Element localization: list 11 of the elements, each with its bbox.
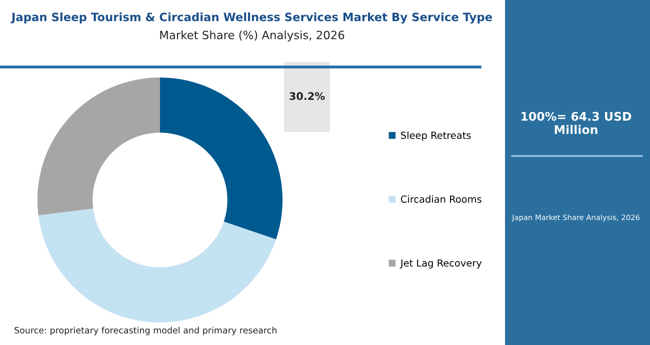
legend-label: Circadian Rooms — [400, 195, 482, 203]
chart-subtitle: Market Share (%) Analysis, 2026 — [160, 30, 344, 42]
legend-label: Jet Lag Recovery — [400, 259, 482, 269]
source-note: Source: proprietary forecasting model and primary research — [14, 326, 276, 336]
chart-title: Japan Sleep Tourism & Circadian Wellness Services Market By Service Type — [10, 12, 492, 24]
donut-slice — [38, 208, 276, 323]
donut-slice — [37, 77, 160, 216]
donut-slice — [160, 77, 283, 240]
text: 100%= 64.3 USD Million — [522, 112, 632, 134]
data-label: 30.2% — [290, 92, 325, 100]
legend-label: Sleep Retreats — [401, 131, 471, 141]
